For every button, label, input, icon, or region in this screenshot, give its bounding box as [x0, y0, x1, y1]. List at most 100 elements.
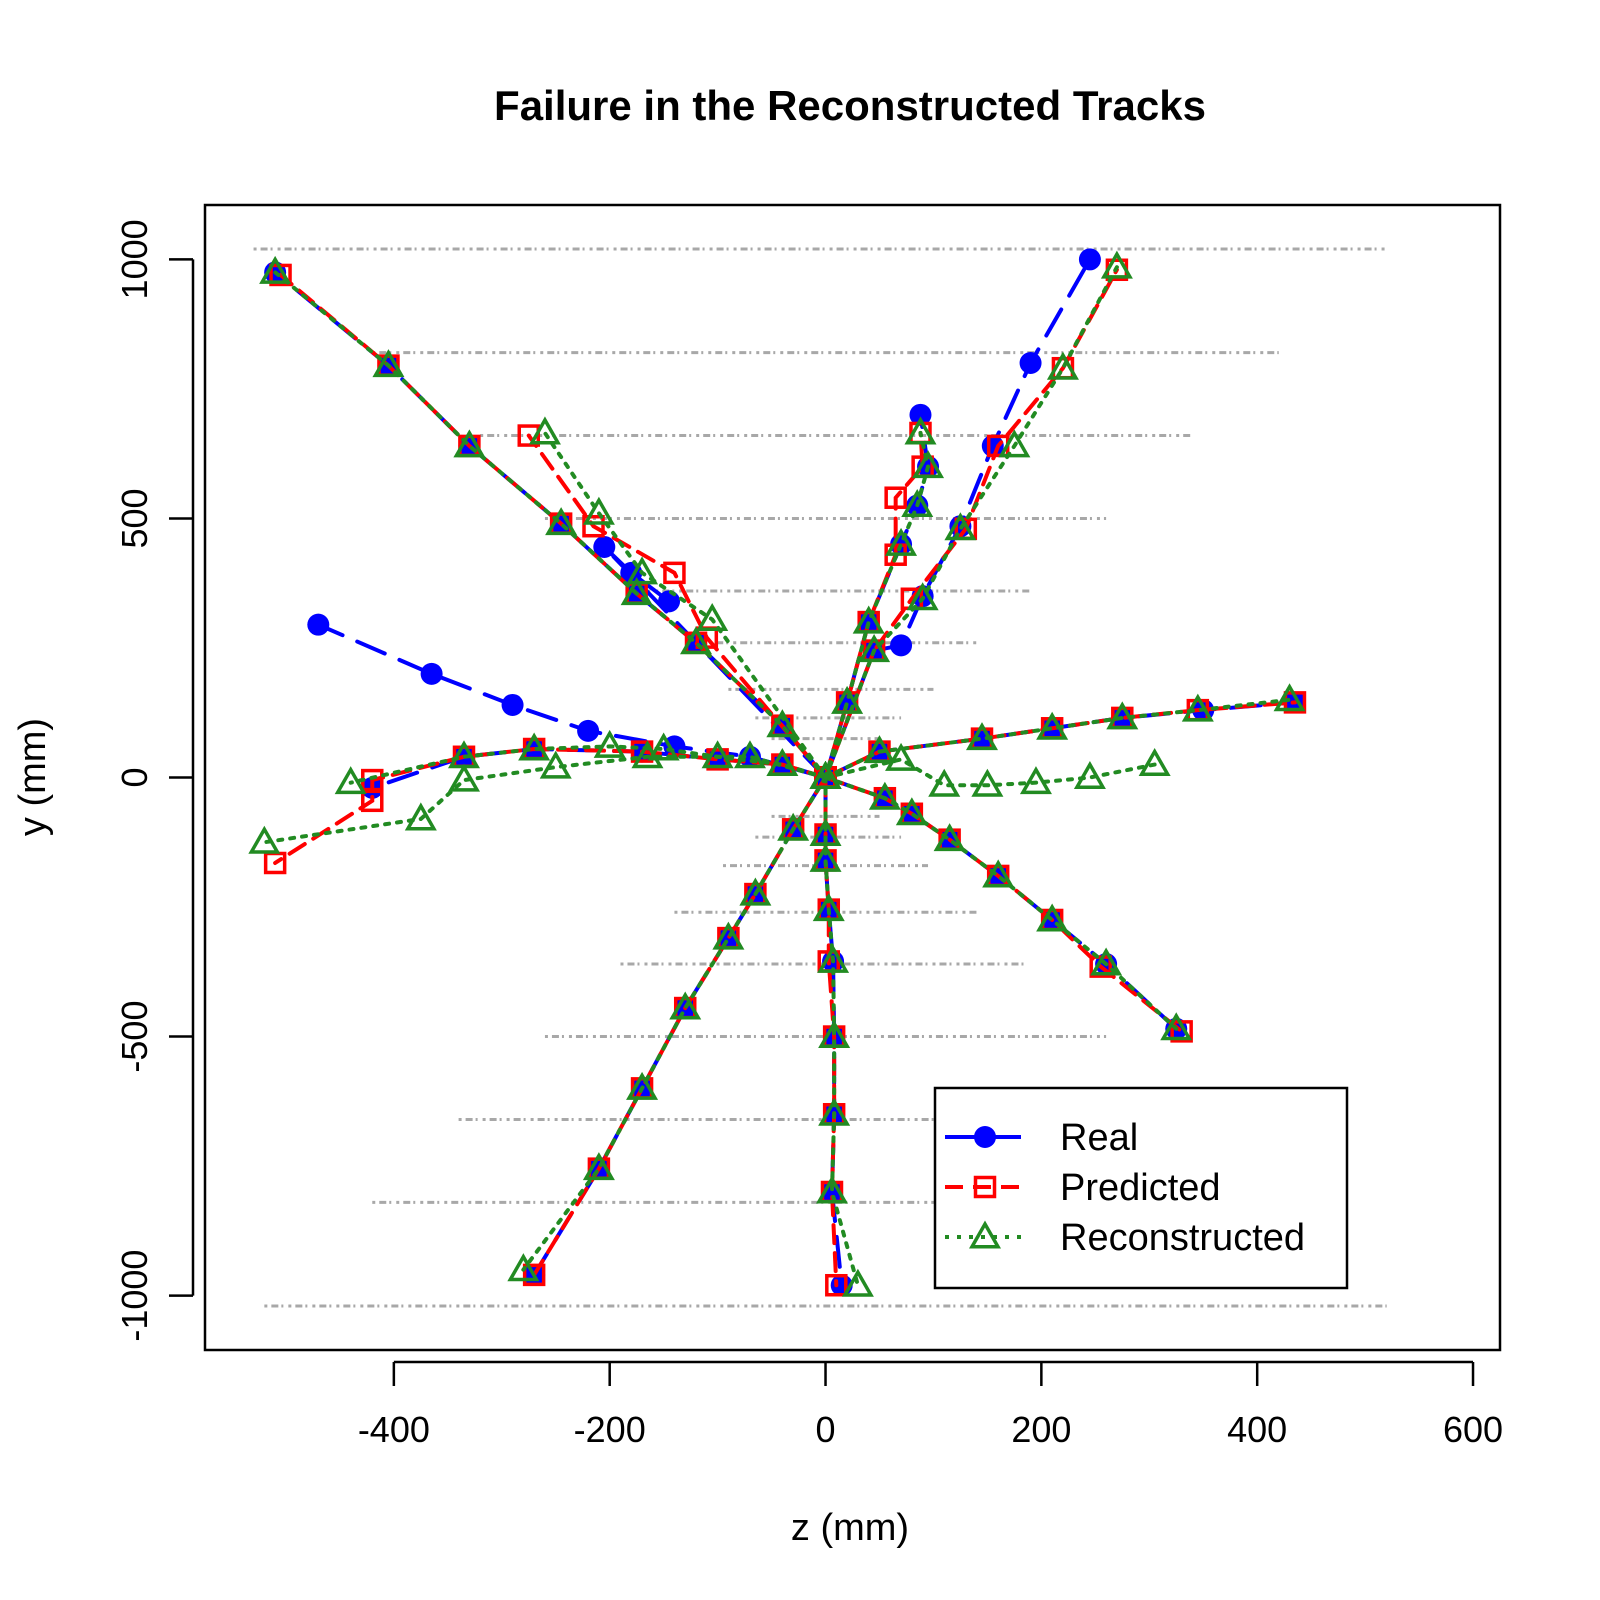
x-tick-label: 600: [1443, 1409, 1503, 1450]
y-tick-label: -500: [114, 1001, 155, 1073]
predicted-point: [884, 486, 907, 509]
reconstructed-point: [928, 768, 961, 797]
reconstructed-track-line-0: [273, 270, 828, 780]
real-point: [658, 590, 681, 613]
reconstructed-point: [901, 488, 934, 517]
real-track-line-0: [273, 270, 828, 780]
reconstructed-point: [1160, 1012, 1193, 1041]
legend-label-real: Real: [1060, 1117, 1138, 1159]
reconstructed-point: [669, 991, 702, 1020]
y-tick-label: 0: [114, 767, 155, 787]
reconstructed-point: [852, 605, 885, 634]
reconstructed-point: [593, 729, 626, 758]
reconstructed-point: [582, 496, 615, 525]
real-point: [1019, 352, 1042, 375]
reconstructed-point: [647, 732, 680, 761]
legend: Real Predicted Reconstructed: [933, 1086, 1349, 1290]
reconstructed-point: [841, 1268, 874, 1297]
x-axis: -400 -200 0 200 400 600: [358, 1360, 1503, 1450]
predicted-track-line-2: [823, 700, 1297, 780]
predicted-track-line-8: [526, 433, 828, 780]
reconstructed-point: [809, 760, 842, 789]
chart-title: Failure in the Reconstructed Tracks: [494, 82, 1206, 129]
predicted-point: [825, 1273, 848, 1297]
reconstructed-track-line-3: [823, 697, 1292, 780]
predicted-point: [522, 1263, 546, 1287]
reconstructed-point: [912, 450, 945, 479]
reconstructed-point: [582, 1152, 615, 1181]
reconstructed-point: [831, 685, 864, 714]
reconstructed-point: [334, 766, 367, 795]
reconstructed-point: [259, 255, 292, 284]
reconstructed-point: [885, 527, 918, 556]
predicted-point: [663, 561, 686, 585]
real-point: [577, 719, 600, 742]
reconstructed-point: [818, 1097, 851, 1126]
reconstructed-point: [818, 1020, 851, 1049]
x-tick-label: -200: [574, 1409, 646, 1450]
series-group: [248, 248, 1307, 1297]
reconstructed-track-line-6: [823, 775, 1179, 1031]
y-tick-label: 1000: [114, 219, 155, 299]
real-point: [307, 613, 330, 636]
reconstructed-point: [372, 349, 405, 378]
real-point: [909, 403, 932, 426]
predicted-point: [517, 424, 540, 447]
reconstructed-track-line-10: [823, 757, 1157, 788]
x-axis-label: z (mm): [791, 1507, 909, 1549]
reconstructed-point: [1273, 683, 1306, 712]
real-point: [420, 662, 443, 685]
real-point: [501, 693, 524, 716]
real-point: [1078, 248, 1101, 271]
reconstructed-point: [812, 893, 845, 922]
reconstructed-point: [518, 732, 551, 761]
reconstructed-point: [809, 843, 842, 872]
reconstructed-point: [944, 512, 977, 541]
reconstructed-point: [1090, 947, 1123, 976]
reconstructed-point: [1036, 711, 1069, 740]
reconstructed-point: [545, 507, 578, 536]
reconstructed-track-line-5: [823, 265, 1119, 780]
reconstructed-point: [1046, 351, 1079, 380]
reconstructed-point: [1138, 748, 1171, 777]
reconstructed-point: [739, 877, 772, 906]
y-tick-label: 500: [114, 488, 155, 548]
x-tick-label: -400: [358, 1409, 430, 1450]
x-tick-label: 0: [816, 1409, 836, 1450]
real-track-line-3: [823, 700, 1297, 780]
reconstructed-track-line-1: [348, 744, 828, 785]
reconstructed-point: [1100, 250, 1133, 279]
reconstructed-point: [1073, 760, 1106, 789]
reconstructed-point: [696, 602, 729, 631]
reconstructed-track-line-9: [542, 430, 828, 780]
reconstructed-point: [1036, 903, 1069, 932]
legend-label-reconstructed: Reconstructed: [1060, 1217, 1305, 1259]
reconstructed-point: [868, 781, 901, 810]
reconstructed-point: [863, 735, 896, 764]
reconstructed-point: [998, 429, 1031, 458]
reconstructed-point: [1019, 766, 1052, 795]
reconstructed-point: [404, 802, 437, 831]
reconstructed-point: [817, 944, 850, 973]
x-tick-label: 400: [1227, 1409, 1287, 1450]
series-reconstructed: [248, 250, 1306, 1297]
reconstructed-track-line-2: [262, 754, 828, 845]
x-tick-label: 200: [1011, 1409, 1071, 1450]
y-axis-label: y (mm): [12, 718, 54, 836]
real-point: [890, 634, 913, 657]
reconstructed-point: [1106, 701, 1139, 730]
reconstructed-point: [971, 768, 1004, 797]
reconstructed-point: [528, 416, 561, 445]
reconstructed-point: [248, 825, 281, 854]
reconstructed-point: [626, 1071, 659, 1100]
predicted-point: [582, 514, 605, 538]
reconstructed-point: [680, 626, 713, 655]
reconstructed-point: [620, 577, 653, 606]
reconstructed-point: [626, 556, 659, 585]
reconstructed-point: [631, 740, 664, 769]
reconstructed-point: [447, 763, 481, 792]
reconstructed-point: [858, 634, 891, 663]
real-point: [593, 535, 616, 558]
reconstructed-point: [539, 750, 572, 779]
